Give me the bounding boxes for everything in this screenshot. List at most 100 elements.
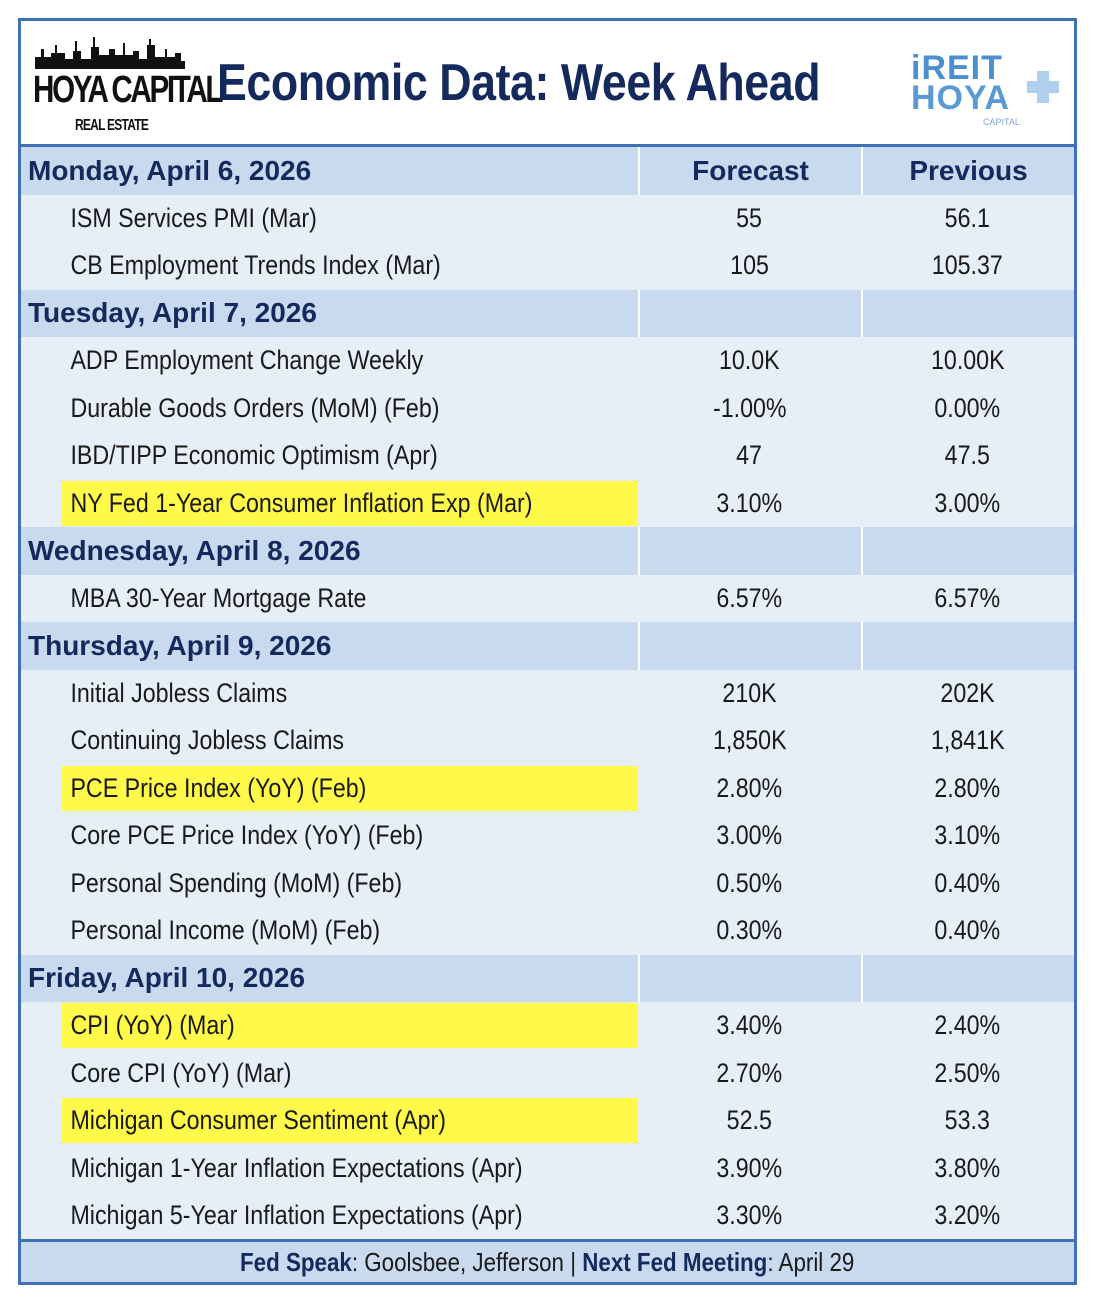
previous-column-header bbox=[861, 289, 1074, 337]
previous-value: 2.50% bbox=[934, 1057, 1001, 1088]
forecast-column-header: Forecast bbox=[638, 147, 861, 195]
day-header-row: Tuesday, April 7, 2026 bbox=[21, 289, 1074, 337]
table-row: Core CPI (YoY) (Mar) 2.70% 2.50% bbox=[21, 1050, 1074, 1098]
forecast-value: 2.80% bbox=[716, 772, 783, 803]
previous-cell: 0.00% bbox=[861, 385, 1074, 433]
table-row: Michigan Consumer Sentiment (Apr) 52.5 53.… bbox=[21, 1097, 1074, 1145]
forecast-cell: 210K bbox=[638, 670, 861, 718]
forecast-cell: 3.30% bbox=[638, 1192, 861, 1240]
table-row: ISM Services PMI (Mar) 55 56.1 bbox=[21, 195, 1074, 243]
indicator-name: Continuing Jobless Claims bbox=[70, 725, 345, 756]
table-row: Core PCE Price Index (YoY) (Feb) 3.00% 3.1… bbox=[21, 812, 1074, 860]
indicator-name: IBD/TIPP Economic Optimism (Apr) bbox=[70, 440, 438, 471]
forecast-cell: 0.50% bbox=[638, 860, 861, 908]
previous-cell: 3.20% bbox=[861, 1192, 1074, 1240]
day-header-row: Wednesday, April 8, 2026 bbox=[21, 527, 1074, 575]
indicator-name-cell: IBD/TIPP Economic Optimism (Apr) bbox=[21, 432, 638, 480]
indicator-name: MBA 30-Year Mortgage Rate bbox=[70, 582, 367, 613]
previous-value: 0.00% bbox=[934, 392, 1001, 423]
indicator-name-cell: Core PCE Price Index (YoY) (Feb) bbox=[21, 812, 638, 860]
indicator-name: Initial Jobless Claims bbox=[70, 677, 288, 708]
previous-cell: 3.80% bbox=[861, 1145, 1074, 1193]
indicator-name: Personal Income (MoM) (Feb) bbox=[70, 915, 381, 946]
indicator-name: NY Fed 1-Year Consumer Inflation Exp (Ma… bbox=[70, 487, 533, 518]
ireit-hoya-logo: iREIT HOYA CAPITAL bbox=[911, 49, 1061, 129]
previous-cell: 56.1 bbox=[861, 195, 1074, 243]
indicator-name-cell: ADP Employment Change Weekly bbox=[21, 337, 638, 385]
indicator-name-cell: Initial Jobless Claims bbox=[21, 670, 638, 718]
forecast-cell: 47 bbox=[638, 432, 861, 480]
forecast-cell: -1.00% bbox=[638, 385, 861, 433]
day-label: Monday, April 6, 2026 bbox=[28, 154, 312, 186]
table-row: Continuing Jobless Claims 1,850K 1,841K bbox=[21, 717, 1074, 765]
forecast-value: 105 bbox=[730, 250, 769, 281]
highlight-marker bbox=[62, 1003, 638, 1048]
previous-value: 47.5 bbox=[944, 440, 991, 471]
forecast-column-header bbox=[638, 289, 861, 337]
table-row: CB Employment Trends Index (Mar) 105 105.3… bbox=[21, 242, 1074, 290]
indicator-name-cell: Michigan 1-Year Inflation Expectations (… bbox=[21, 1145, 638, 1193]
skyline-icon bbox=[35, 37, 185, 69]
next-meeting-value: : April 29 bbox=[767, 1246, 855, 1277]
day-header-row: Thursday, April 9, 2026 bbox=[21, 622, 1074, 670]
highlight-marker bbox=[62, 480, 638, 526]
previous-value: 105.37 bbox=[931, 250, 1004, 281]
forecast-cell: 0.30% bbox=[638, 907, 861, 955]
forecast-value: 210K bbox=[722, 677, 777, 708]
table-row: MBA 30-Year Mortgage Rate 6.57% 6.57% bbox=[21, 575, 1074, 623]
forecast-value: 3.40% bbox=[716, 1010, 783, 1041]
previous-value: 56.1 bbox=[944, 202, 991, 233]
day-label: Wednesday, April 8, 2026 bbox=[28, 534, 361, 566]
indicator-name: Core PCE Price Index (YoY) (Feb) bbox=[70, 820, 424, 851]
previous-cell: 202K bbox=[861, 670, 1074, 718]
indicator-name: ADP Employment Change Weekly bbox=[70, 345, 424, 376]
forecast-cell: 3.40% bbox=[638, 1002, 861, 1050]
previous-cell: 6.57% bbox=[861, 575, 1074, 623]
forecast-value: 0.30% bbox=[716, 915, 783, 946]
indicator-name-cell: NY Fed 1-Year Consumer Inflation Exp (Ma… bbox=[21, 480, 638, 528]
table-row: Personal Income (MoM) (Feb) 0.30% 0.40% bbox=[21, 907, 1074, 955]
forecast-cell: 2.80% bbox=[638, 765, 861, 813]
forecast-value: 47 bbox=[736, 440, 763, 471]
previous-value: 6.57% bbox=[934, 582, 1001, 613]
forecast-value: 10.0K bbox=[719, 345, 780, 376]
forecast-cell: 3.10% bbox=[638, 480, 861, 528]
indicator-name-cell: CPI (YoY) (Mar) bbox=[21, 1002, 638, 1050]
indicator-name-cell: MBA 30-Year Mortgage Rate bbox=[21, 575, 638, 623]
table-row: Initial Jobless Claims 210K 202K bbox=[21, 670, 1074, 718]
previous-cell: 47.5 bbox=[861, 432, 1074, 480]
indicator-name-cell: Core CPI (YoY) (Mar) bbox=[21, 1050, 638, 1098]
indicator-name-cell: PCE Price Index (YoY) (Feb) bbox=[21, 765, 638, 813]
indicator-name-cell: Personal Spending (MoM) (Feb) bbox=[21, 860, 638, 908]
indicator-name: Personal Spending (MoM) (Feb) bbox=[70, 867, 403, 898]
forecast-cell: 6.57% bbox=[638, 575, 861, 623]
previous-value: 3.20% bbox=[934, 1200, 1001, 1231]
forecast-cell: 3.00% bbox=[638, 812, 861, 860]
previous-column-header bbox=[861, 622, 1074, 670]
forecast-value: 0.50% bbox=[716, 867, 783, 898]
calendar-table: Monday, April 6, 2026 Forecast Previous ISM… bbox=[21, 147, 1074, 1240]
indicator-name: Michigan Consumer Sentiment (Apr) bbox=[70, 1105, 446, 1136]
forecast-value: 55 bbox=[736, 202, 763, 233]
day-label: Thursday, April 9, 2026 bbox=[28, 629, 332, 661]
indicator-name: Durable Goods Orders (MoM) (Feb) bbox=[70, 392, 440, 423]
table-row: NY Fed 1-Year Consumer Inflation Exp (Ma… bbox=[21, 480, 1074, 528]
indicator-name-cell: Continuing Jobless Claims bbox=[21, 717, 638, 765]
forecast-value: 6.57% bbox=[716, 582, 783, 613]
indicator-name-cell: Personal Income (MoM) (Feb) bbox=[21, 907, 638, 955]
brand-right-subtext: CAPITAL bbox=[983, 117, 1020, 127]
forecast-cell: 1,850K bbox=[638, 717, 861, 765]
previous-column-header bbox=[861, 954, 1074, 1002]
forecast-column-header bbox=[638, 954, 861, 1002]
brand-left-text: HOYA CAPITAL bbox=[33, 69, 224, 111]
indicator-name: Michigan 5-Year Inflation Expectations (… bbox=[70, 1200, 523, 1231]
hoya-capital-logo: HOYA CAPITAL REAL ESTATE bbox=[33, 35, 224, 139]
indicator-name: ISM Services PMI (Mar) bbox=[70, 202, 317, 233]
previous-cell: 3.00% bbox=[861, 480, 1074, 528]
previous-value: 0.40% bbox=[934, 915, 1001, 946]
forecast-value: 3.00% bbox=[716, 820, 783, 851]
fed-speak-value: : Goolsbee, Jefferson | bbox=[352, 1246, 583, 1277]
forecast-value: 3.30% bbox=[716, 1200, 783, 1231]
indicator-name-cell: Michigan 5-Year Inflation Expectations (… bbox=[21, 1192, 638, 1240]
table-row: Michigan 1-Year Inflation Expectations (… bbox=[21, 1145, 1074, 1193]
